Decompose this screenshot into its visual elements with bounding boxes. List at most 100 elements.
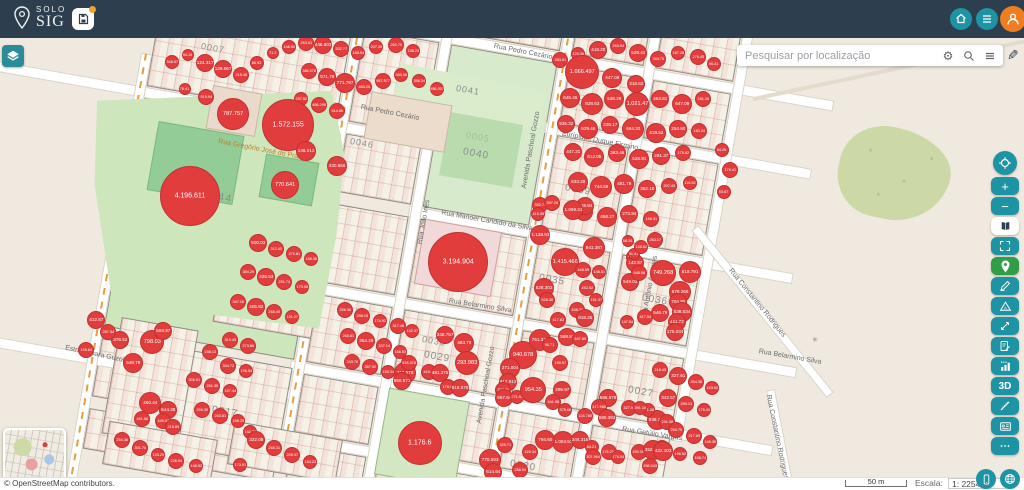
settings-icon[interactable]: ⚙	[942, 48, 954, 63]
parcel-marker[interactable]: 368.578	[301, 63, 317, 79]
parcel-marker[interactable]: 96.31	[707, 57, 721, 71]
parcel-marker[interactable]: 196.54	[239, 364, 253, 378]
parcel-marker[interactable]: 263.75	[668, 422, 684, 438]
parcel-marker[interactable]: 151.27	[285, 310, 299, 324]
parcel-marker[interactable]: 518.576	[451, 379, 469, 397]
parcel-marker[interactable]: 1.176.6	[398, 421, 442, 465]
brand-logo[interactable]: SOLO SIG	[12, 5, 66, 31]
parcel-marker[interactable]: 327.61	[669, 367, 687, 385]
parcel-marker[interactable]: 612.05	[584, 147, 604, 167]
parcel-marker[interactable]: 207.35	[369, 40, 383, 54]
parcel-marker[interactable]: 176.41	[722, 162, 738, 178]
parcel-marker[interactable]: 529.48	[578, 119, 598, 139]
parcel-marker[interactable]: 207.43	[661, 178, 677, 194]
parcel-marker[interactable]: 243.81	[212, 408, 228, 424]
parcel-marker[interactable]: 481.66	[134, 411, 150, 427]
locate-button[interactable]	[993, 151, 1017, 175]
chart-button[interactable]	[991, 357, 1019, 375]
parcel-marker[interactable]: 291.37	[652, 147, 670, 165]
parcel-marker[interactable]: 307.964	[585, 449, 601, 465]
parcel-marker[interactable]: 348.757	[436, 326, 454, 344]
parcel-marker[interactable]: 383.46	[608, 144, 626, 162]
parcel-marker[interactable]: 514.86	[329, 103, 345, 119]
add-marker-button[interactable]	[991, 257, 1019, 275]
parcel-marker[interactable]: 647.85	[572, 331, 588, 347]
parcel-marker[interactable]: 659.571	[393, 372, 411, 390]
parcel-marker[interactable]: 4.196.611	[160, 166, 220, 226]
parcel-marker[interactable]: 176.04	[611, 450, 625, 464]
parcel-marker[interactable]: 159.34	[381, 365, 395, 379]
parcel-marker[interactable]: 348.57	[165, 55, 179, 69]
parcel-marker[interactable]: 426.53	[257, 268, 275, 286]
parcel-marker[interactable]: 183.94	[351, 46, 365, 60]
parcel-marker[interactable]: 243.76	[344, 354, 360, 370]
parcel-marker[interactable]: 208.47	[284, 447, 300, 463]
parcel-marker[interactable]: 124.317	[196, 54, 214, 72]
parcel-marker[interactable]: 296.35	[194, 402, 210, 418]
parcel-marker[interactable]: 90.71	[542, 337, 558, 353]
parcel-marker[interactable]: 941.387	[583, 237, 605, 259]
parcel-marker[interactable]: 919.94	[198, 89, 214, 105]
parcel-marker[interactable]: 536.28	[604, 89, 624, 109]
measure-area-button[interactable]: A	[991, 297, 1019, 315]
parcel-marker[interactable]: 448.59	[575, 262, 591, 278]
parcel-marker[interactable]: 571.79	[318, 68, 336, 86]
parcel-marker[interactable]: 147.54	[620, 315, 634, 329]
parcel-marker[interactable]: 196.52	[673, 447, 687, 461]
parcel-marker[interactable]: 287.34	[100, 324, 116, 340]
parcel-marker[interactable]: 452.52	[579, 280, 595, 296]
parcel-marker[interactable]: 417.54	[637, 309, 653, 325]
parcel-marker[interactable]: 173.91	[233, 458, 247, 472]
parcel-marker[interactable]: 283.51	[552, 52, 568, 68]
parcel-marker[interactable]: 354.29	[357, 332, 375, 350]
parcel-marker[interactable]: 391.18	[633, 401, 647, 415]
parcel-marker[interactable]: 447.09	[602, 68, 622, 88]
parcel-marker[interactable]: 518.378	[401, 355, 417, 371]
parcel-marker[interactable]: 291.74	[276, 274, 292, 290]
save-button[interactable]	[72, 6, 96, 30]
parcel-marker[interactable]: 463.25	[356, 79, 372, 95]
parcel-marker[interactable]: 1.066.497	[565, 55, 599, 89]
parcel-marker[interactable]: 298.15	[354, 308, 370, 324]
parcel-marker[interactable]: 256.30	[337, 302, 353, 318]
parcel-marker[interactable]: 376.52	[111, 331, 129, 349]
coordinates-button[interactable]	[1000, 469, 1020, 489]
parcel-marker[interactable]: 336.17	[601, 116, 619, 134]
parcel-marker[interactable]: 818.25	[576, 309, 594, 327]
parcel-marker[interactable]: 415.35	[531, 207, 545, 221]
parcel-marker[interactable]: 1.415.466	[551, 248, 579, 276]
parcel-marker[interactable]: 289.13	[678, 396, 694, 412]
parcel-marker[interactable]: 329.71	[497, 437, 513, 453]
parcel-marker[interactable]: 417.83	[550, 312, 566, 328]
parcel-marker[interactable]: 771.797	[335, 73, 355, 93]
parcel-marker[interactable]: 343.06	[394, 68, 408, 82]
parcel-marker[interactable]: 322.08	[247, 431, 265, 449]
parcel-marker[interactable]: 174.92	[373, 314, 387, 328]
parcel-marker[interactable]: 298.043	[642, 458, 658, 474]
parcel-marker[interactable]: 1.021.47	[625, 92, 649, 116]
parcel-marker[interactable]: 146.513	[296, 141, 316, 161]
zoom-out-button[interactable]: −	[991, 197, 1019, 215]
parcel-marker[interactable]: 273.66	[240, 338, 256, 354]
parcel-marker[interactable]: 744.59	[590, 176, 612, 198]
parcel-marker[interactable]: 173.08	[295, 280, 309, 294]
parcel-marker[interactable]: 425.34	[522, 444, 538, 460]
parcel-marker[interactable]: 458.27	[597, 207, 617, 227]
parcel-marker[interactable]: 460.44	[139, 392, 161, 414]
parcel-marker[interactable]: 190.97	[552, 355, 568, 371]
parcel-marker[interactable]: 84.25	[715, 143, 729, 157]
parcel-marker[interactable]: 548.79	[123, 353, 143, 373]
parcel-marker[interactable]: 123.789	[577, 408, 593, 424]
parcel-marker[interactable]: 412.87	[87, 311, 105, 329]
parcel-marker[interactable]: 528.91	[629, 149, 649, 169]
parcel-marker[interactable]: 217.69	[686, 428, 702, 444]
3d-button[interactable]: 3D	[991, 377, 1019, 395]
parcel-marker[interactable]: 251.35	[204, 378, 220, 394]
parcel-marker[interactable]: 93.87	[717, 185, 731, 199]
parcel-marker[interactable]: 432.103	[653, 441, 673, 461]
parcel-marker[interactable]: 306.91	[186, 372, 202, 388]
parcel-marker[interactable]: 954.35	[520, 377, 546, 403]
parcel-marker[interactable]: 163.92	[705, 381, 719, 395]
parcel-marker[interactable]: 263.94	[610, 38, 626, 54]
parcel-marker[interactable]: 356.04	[412, 74, 426, 88]
